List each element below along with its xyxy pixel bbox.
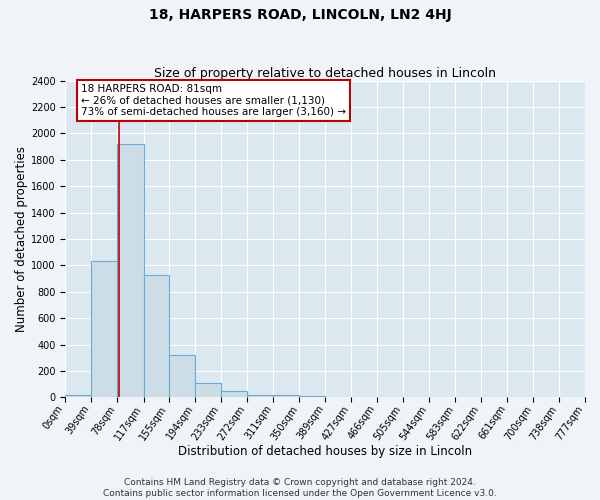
Bar bbox=[143, 274, 169, 398]
Bar bbox=[91, 262, 118, 398]
Text: 18 HARPERS ROAD: 81sqm
← 26% of detached houses are smaller (1,130)
73% of semi-: 18 HARPERS ROAD: 81sqm ← 26% of detached… bbox=[81, 84, 346, 117]
Title: Size of property relative to detached houses in Lincoln: Size of property relative to detached ho… bbox=[154, 66, 496, 80]
Text: Contains HM Land Registry data © Crown copyright and database right 2024.
Contai: Contains HM Land Registry data © Crown c… bbox=[103, 478, 497, 498]
Bar bbox=[221, 391, 247, 398]
Bar bbox=[247, 394, 273, 398]
Bar bbox=[299, 396, 325, 398]
Bar bbox=[325, 396, 351, 398]
Bar bbox=[273, 394, 299, 398]
Bar bbox=[169, 355, 195, 398]
Bar bbox=[65, 394, 91, 398]
Bar bbox=[118, 144, 143, 398]
Bar bbox=[195, 383, 221, 398]
Text: 18, HARPERS ROAD, LINCOLN, LN2 4HJ: 18, HARPERS ROAD, LINCOLN, LN2 4HJ bbox=[149, 8, 451, 22]
X-axis label: Distribution of detached houses by size in Lincoln: Distribution of detached houses by size … bbox=[178, 444, 472, 458]
Y-axis label: Number of detached properties: Number of detached properties bbox=[15, 146, 28, 332]
